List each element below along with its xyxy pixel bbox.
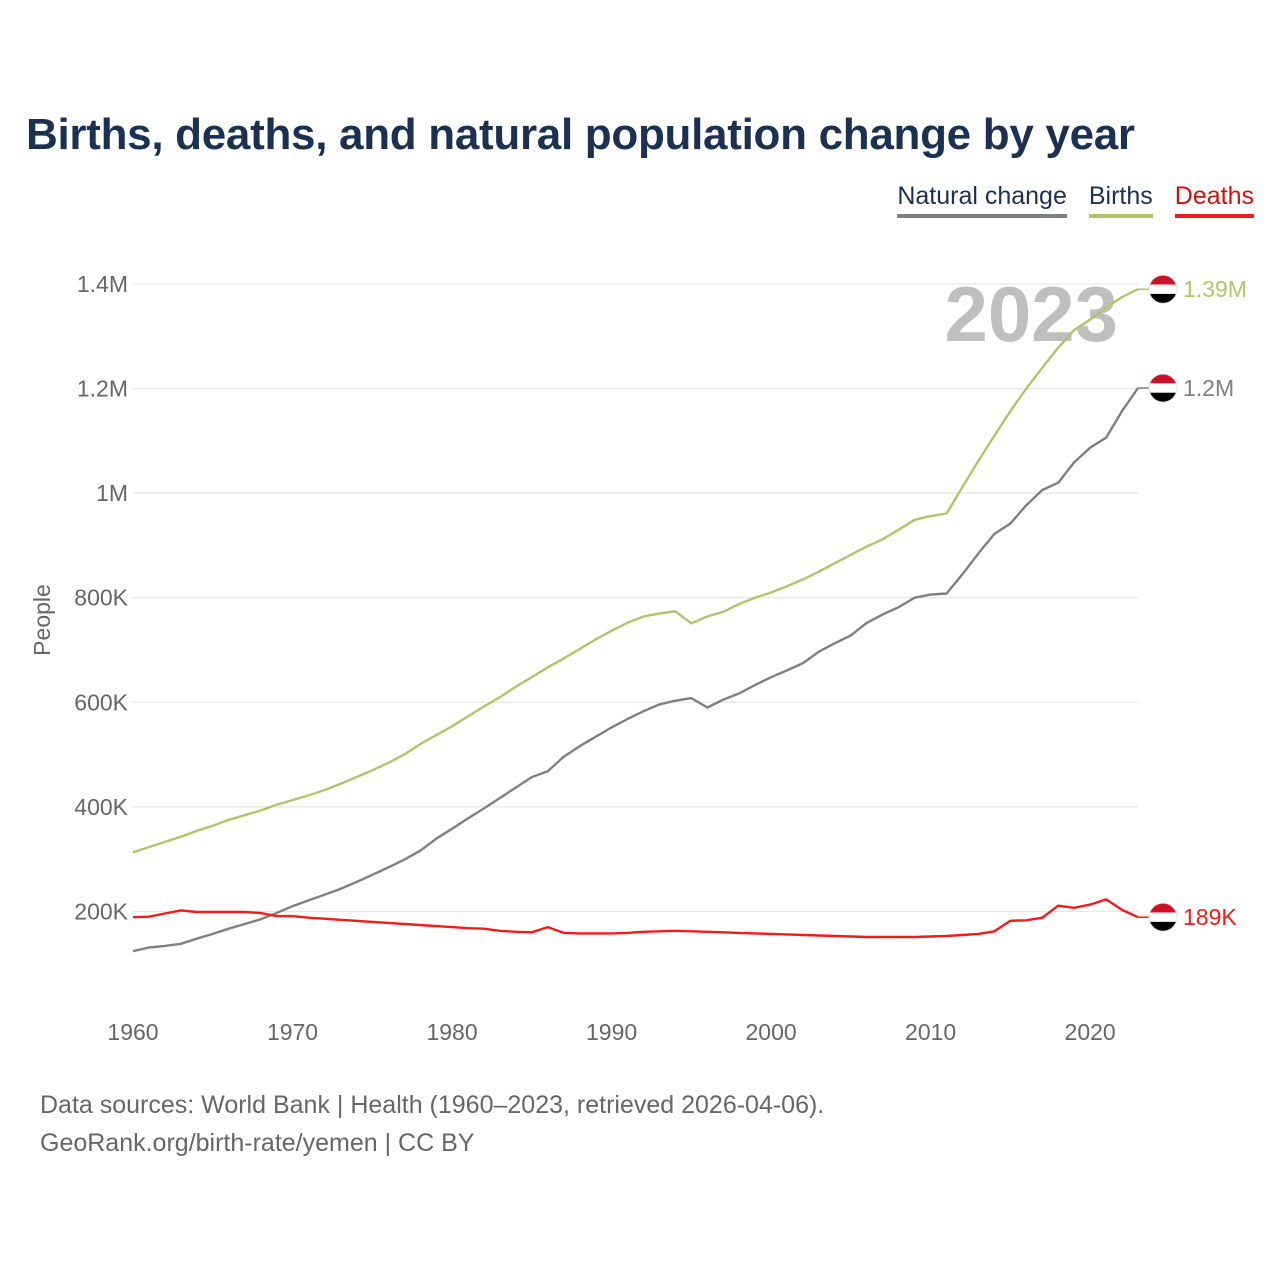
y-axis-label: People	[29, 584, 55, 656]
series-line-deaths[interactable]	[132, 898, 1139, 939]
source-link[interactable]: GeoRank.org/birth-rate/yemen | CC BY	[40, 1129, 475, 1157]
y-tick-label: 600K	[74, 689, 128, 715]
grid-lines	[133, 283, 1138, 913]
y-tick-label: 200K	[74, 898, 128, 924]
legend-deaths[interactable]: Deaths	[1174, 182, 1254, 218]
yemen-flag-icon	[1148, 902, 1178, 932]
footer: Data sources: World Bank | Health (1960–…	[40, 1086, 824, 1162]
legend: Natural change Births Deaths	[897, 182, 1254, 218]
end-value-label-natural: 1.2M	[1183, 375, 1234, 401]
y-tick-label: 1.2M	[77, 376, 128, 402]
data-sources-note: Data sources: World Bank | Health (1960–…	[40, 1091, 825, 1119]
year-watermark: 2023	[944, 270, 1118, 358]
legend-births[interactable]: Births	[1088, 182, 1153, 218]
end-value-label-births: 1.39M	[1183, 276, 1247, 302]
x-tick-label: 1980	[426, 1019, 477, 1045]
series-line-births[interactable]	[132, 288, 1139, 854]
x-tick-label: 1990	[586, 1019, 637, 1045]
chart-title: Births, deaths, and natural population c…	[26, 110, 1135, 159]
y-axis-ticks: 200K 400K 600K 800K 1M 1.2M 1.4M	[74, 271, 128, 924]
x-tick-label: 1960	[107, 1019, 158, 1045]
series-line-natural[interactable]	[132, 387, 1139, 953]
y-tick-label: 400K	[74, 794, 128, 820]
x-tick-label: 2020	[1065, 1019, 1116, 1045]
legend-natural-change[interactable]: Natural change	[897, 182, 1067, 218]
y-tick-label: 1M	[96, 480, 128, 506]
x-tick-label: 2000	[746, 1019, 797, 1045]
y-tick-label: 1.4M	[77, 271, 128, 297]
yemen-flag-icon	[1148, 274, 1178, 304]
x-tick-label: 2010	[905, 1019, 956, 1045]
series-lines	[132, 288, 1139, 953]
y-tick-label: 800K	[74, 585, 128, 611]
x-axis-ticks: 1960 1970 1980 1990 2000 2010 2020	[107, 1019, 1115, 1045]
x-tick-label: 1970	[267, 1019, 318, 1045]
end-value-label-deaths: 189K	[1183, 904, 1237, 930]
yemen-flag-icon	[1148, 373, 1178, 403]
end-markers: 1.39M 1.2M 189K	[1138, 274, 1247, 932]
